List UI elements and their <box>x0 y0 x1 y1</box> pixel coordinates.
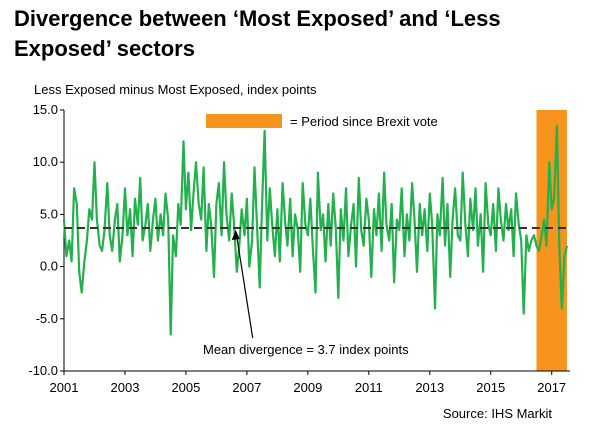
x-tick-label: 2017 <box>537 380 566 395</box>
x-tick-group: 2001 2003 2005 2007 2009 2011 2013 2015 2017 <box>50 371 566 395</box>
chart-title: Divergence between ‘Most Exposed’ and ‘L… <box>14 6 501 61</box>
annotation-arrowhead <box>231 229 240 240</box>
annotation-arrow <box>236 235 254 339</box>
y-tick-group: 15.0 10.0 5.0 0.0 -5.0 -10.0 <box>28 102 64 378</box>
y-tick-label: 15.0 <box>33 102 58 117</box>
y-tick-label: 10.0 <box>33 154 58 169</box>
x-tick-label: 2003 <box>111 380 140 395</box>
y-tick-label: -10.0 <box>28 363 58 378</box>
source-note: Source: IHS Markit <box>442 406 552 421</box>
x-tick-label: 2005 <box>171 380 200 395</box>
mean-annotation: Mean divergence = 3.7 index points <box>203 342 409 357</box>
x-tick-label: 2009 <box>293 380 322 395</box>
x-tick-label: 2007 <box>232 380 261 395</box>
y-tick-label: 5.0 <box>40 206 58 221</box>
x-tick-label: 2011 <box>355 380 383 395</box>
x-tick-label: 2013 <box>415 380 444 395</box>
x-tick-label: 2001 <box>50 380 79 395</box>
y-tick-label: 0.0 <box>40 259 58 274</box>
series-line <box>62 124 569 336</box>
y-tick-label: -5.0 <box>36 311 58 326</box>
legend-swatch <box>206 114 282 128</box>
y-axis-label: Less Exposed minus Most Exposed, index p… <box>34 82 317 97</box>
x-tick-label: 2015 <box>476 380 505 395</box>
legend-label: = Period since Brexit vote <box>290 114 438 129</box>
